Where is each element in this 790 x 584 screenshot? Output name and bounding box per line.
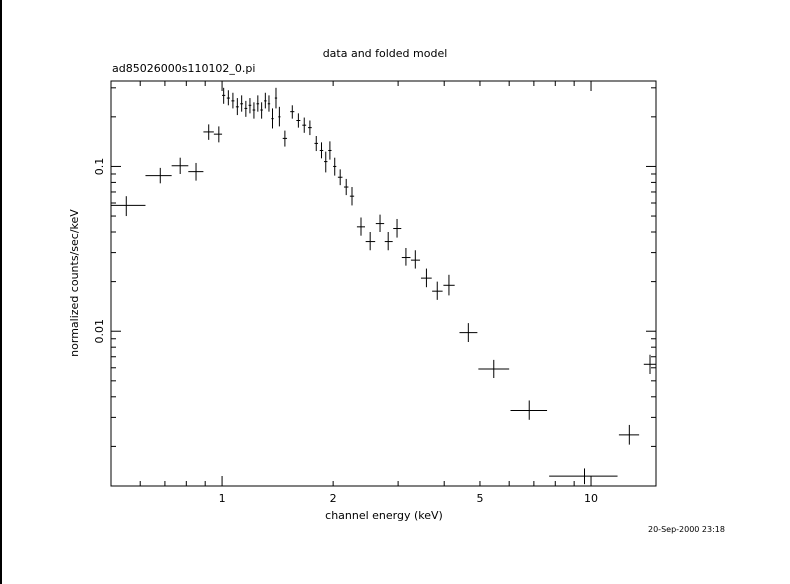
- data-point: [432, 281, 443, 300]
- data-point: [296, 113, 301, 128]
- data-point: [384, 232, 393, 251]
- y-tick-label: 0.01: [93, 319, 106, 344]
- data-point: [410, 250, 421, 269]
- data-point: [271, 108, 274, 129]
- data-point: [264, 92, 267, 109]
- data-point: [240, 95, 244, 112]
- data-point: [145, 167, 172, 184]
- window-left-border: [0, 0, 2, 584]
- data-point: [324, 151, 328, 173]
- x-tick-label: 2: [330, 492, 337, 505]
- data-point: [274, 87, 278, 109]
- data-point: [282, 130, 288, 147]
- data-point: [549, 468, 618, 485]
- x-tick-labels: 1 2 5 10: [219, 492, 598, 505]
- data-point: [302, 117, 307, 133]
- timestamp-label: 20-Sep-2000 23:18: [648, 525, 725, 534]
- x-tick-label: 1: [219, 492, 226, 505]
- x-tick-label: 5: [476, 492, 483, 505]
- data-point: [252, 102, 256, 119]
- data-point: [319, 142, 324, 159]
- data-point: [365, 232, 376, 251]
- data-point: [267, 95, 271, 112]
- data-point: [235, 98, 239, 116]
- data-point: [459, 323, 478, 343]
- data-point: [478, 359, 510, 379]
- data-point: [111, 196, 146, 217]
- data-point: [401, 247, 411, 266]
- data-point: [256, 95, 260, 112]
- data-point: [226, 90, 230, 106]
- data-point: [618, 424, 640, 445]
- data-point: [308, 120, 312, 136]
- y-tick-label: 0.1: [93, 158, 106, 176]
- data-point: [643, 354, 656, 375]
- x-tick-label: 10: [584, 492, 598, 505]
- data-point: [356, 217, 365, 236]
- data-point: [203, 124, 214, 140]
- data-points: [111, 87, 656, 485]
- data-point: [343, 178, 349, 196]
- data-point: [188, 162, 204, 181]
- data-point: [290, 105, 295, 119]
- data-point: [420, 268, 432, 288]
- data-point: [333, 157, 337, 176]
- data-point: [393, 218, 402, 238]
- x-axis-ticks: [110, 81, 592, 486]
- data-point: [314, 136, 319, 152]
- data-point: [171, 157, 189, 174]
- data-point: [337, 169, 343, 186]
- data-point: [231, 92, 235, 109]
- chart-subtitle: ad85026000s110102_0.pi: [112, 62, 255, 75]
- data-point: [349, 187, 355, 206]
- data-point: [278, 106, 281, 127]
- y-axis-label: normalized counts/sec/keV: [68, 209, 81, 357]
- chart-title: data and folded model: [323, 47, 448, 60]
- data-point: [328, 141, 332, 160]
- y-axis-ticks: [111, 87, 656, 447]
- data-point: [510, 400, 548, 420]
- data-point: [244, 100, 248, 117]
- data-point: [222, 87, 226, 104]
- plot-frame: [110, 80, 657, 487]
- y-tick-labels: 0.01 0.1: [93, 158, 106, 344]
- data-point: [443, 274, 455, 296]
- x-axis-label: channel energy (keV): [325, 509, 443, 522]
- data-point: [375, 214, 385, 233]
- data-point: [213, 126, 223, 143]
- data-point: [260, 102, 263, 119]
- data-point: [248, 98, 252, 114]
